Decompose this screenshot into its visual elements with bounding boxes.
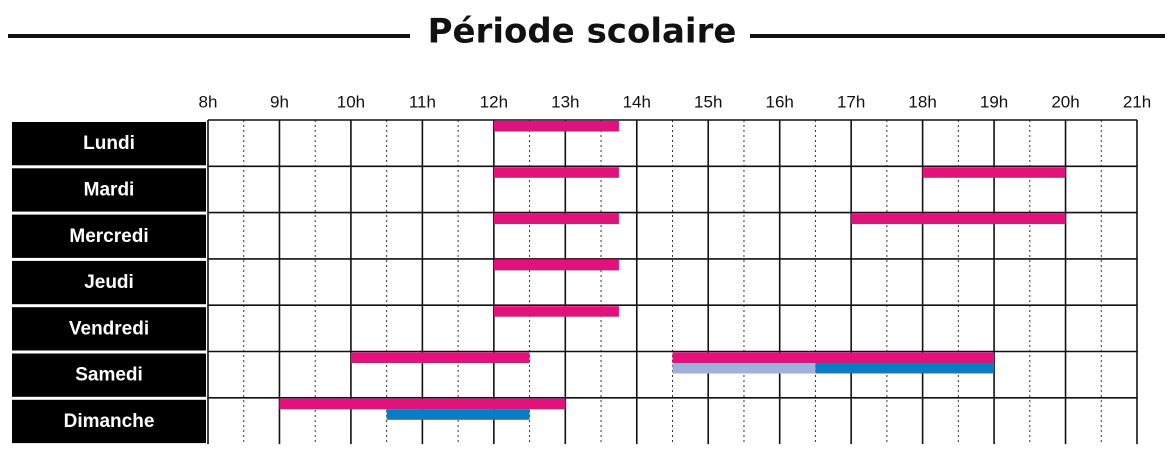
day-box [12,353,206,397]
day-label: Lundi [83,133,135,154]
x-tick-label: 16h [766,92,794,111]
x-tick-label: 20h [1051,92,1079,111]
day-box [12,122,206,166]
time-bar [815,363,995,374]
time-bar [672,363,816,374]
time-bar [386,409,530,420]
time-bar [493,121,619,132]
time-bar [493,259,619,271]
x-tick-label: 21h [1123,92,1151,111]
time-bar [493,167,619,178]
day-label: Jeudi [84,272,134,293]
x-tick-label: 11h [409,92,436,111]
x-tick-label: 18h [908,92,936,111]
x-tick-label: 12h [480,92,508,111]
day-label: Samedi [75,365,143,386]
time-bar [672,352,995,363]
time-bar [279,398,566,410]
x-tick-label: 8h [199,92,218,111]
day-box [12,260,206,305]
x-tick-label: 13h [551,92,579,111]
day-box [12,399,206,444]
day-label: Mercredi [69,226,148,247]
time-bar [851,213,1066,225]
day-box [12,168,206,212]
x-tick-label: 15h [694,92,722,111]
time-bar [922,167,1066,178]
x-tick-label: 9h [270,92,289,111]
day-box [12,214,206,258]
x-tick-label: 17h [837,92,865,111]
x-tick-label: 10h [337,92,365,111]
day-label: Dimanche [64,411,155,432]
day-label: Mardi [84,179,135,200]
x-tick-label: 14h [623,92,651,111]
time-bar [350,352,530,363]
time-bar [493,213,619,225]
time-bar [493,306,619,317]
day-box [12,307,206,351]
chart-title: Période scolaire [428,12,737,52]
x-tick-label: 19h [980,92,1008,111]
day-label: Vendredi [69,318,149,339]
